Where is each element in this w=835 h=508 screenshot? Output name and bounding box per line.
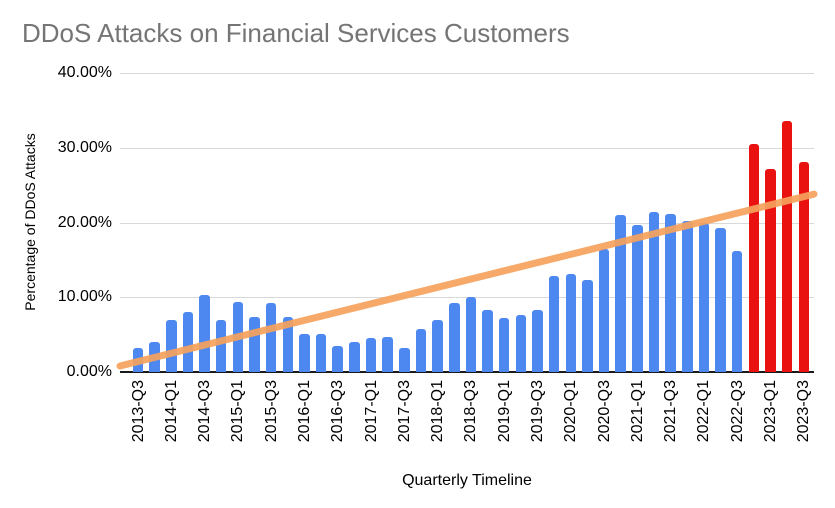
x-tick-label: 2015-Q1 xyxy=(229,380,247,443)
x-axis-title: Quarterly Timeline xyxy=(402,472,532,489)
x-tick-label: 2020-Q3 xyxy=(595,380,613,443)
bar xyxy=(449,303,460,372)
bar xyxy=(465,296,477,372)
x-tick-label: 2019-Q1 xyxy=(495,380,513,443)
x-tick-label: 2020-Q1 xyxy=(562,380,580,443)
bar xyxy=(682,221,693,372)
x-tick-label: 2022-Q3 xyxy=(728,380,746,443)
bar xyxy=(731,250,743,372)
bar xyxy=(665,214,676,372)
x-tick-label: 2014-Q1 xyxy=(162,380,180,443)
bar xyxy=(765,168,776,372)
bar xyxy=(498,318,510,372)
bar xyxy=(482,309,493,372)
bar xyxy=(332,345,343,372)
bar xyxy=(265,303,277,372)
bar xyxy=(598,249,610,372)
bar xyxy=(382,336,393,372)
x-tick-label: 2018-Q1 xyxy=(429,380,447,443)
bar xyxy=(415,329,427,372)
bar xyxy=(798,161,810,372)
bar xyxy=(399,348,410,372)
bar xyxy=(432,320,443,372)
bar xyxy=(548,275,560,372)
bar xyxy=(748,144,760,372)
y-tick-label: 10.00% xyxy=(57,288,112,306)
y-tick-label: 30.00% xyxy=(57,138,112,156)
bar xyxy=(698,222,710,372)
bar xyxy=(182,312,194,372)
gridline xyxy=(120,147,814,149)
gridline xyxy=(120,222,814,224)
x-tick-label: 2023-Q1 xyxy=(762,380,779,443)
x-tick-label: 2023-Q3 xyxy=(795,380,813,443)
bar xyxy=(215,319,227,372)
chart-title: DDoS Attacks on Financial Services Custo… xyxy=(22,18,570,48)
x-tick-label: 2014-Q3 xyxy=(196,380,214,443)
bar xyxy=(648,212,660,372)
gridline xyxy=(120,73,814,74)
bar xyxy=(615,215,626,372)
bar xyxy=(715,227,726,372)
x-tick-label: 2015-Q3 xyxy=(262,380,280,443)
x-tick-label: 2017-Q3 xyxy=(395,380,413,443)
bar xyxy=(365,337,377,372)
bar xyxy=(781,120,793,372)
bar xyxy=(199,295,210,372)
bar xyxy=(565,274,577,372)
bar xyxy=(166,319,177,372)
x-tick-label: 2017-Q1 xyxy=(362,380,380,443)
x-tick-label: 2022-Q1 xyxy=(695,380,713,443)
bar xyxy=(515,315,527,372)
x-tick-label: 2021-Q3 xyxy=(662,380,680,443)
bar xyxy=(299,333,310,372)
x-tick-label: 2018-Q3 xyxy=(462,380,480,443)
x-axis-line xyxy=(120,371,814,373)
bar xyxy=(582,280,593,372)
bar xyxy=(249,316,260,372)
x-tick-label: 2021-Q1 xyxy=(628,380,646,443)
y-tick-label: 40.00% xyxy=(57,64,112,81)
trendline xyxy=(116,190,818,370)
x-tick-label: 2016-Q1 xyxy=(295,380,313,443)
x-tick-label: 2016-Q3 xyxy=(329,380,347,443)
y-tick-label: 20.00% xyxy=(57,213,112,231)
bar xyxy=(282,317,294,372)
x-tick-label: 2013-Q3 xyxy=(129,380,147,443)
bar xyxy=(349,342,360,372)
plot-area xyxy=(116,73,818,373)
x-tick-label: 2019-Q3 xyxy=(528,380,546,443)
bar xyxy=(315,333,327,372)
bar xyxy=(532,309,543,372)
y-tick-label: 0.00% xyxy=(66,363,112,380)
bar xyxy=(632,225,643,372)
